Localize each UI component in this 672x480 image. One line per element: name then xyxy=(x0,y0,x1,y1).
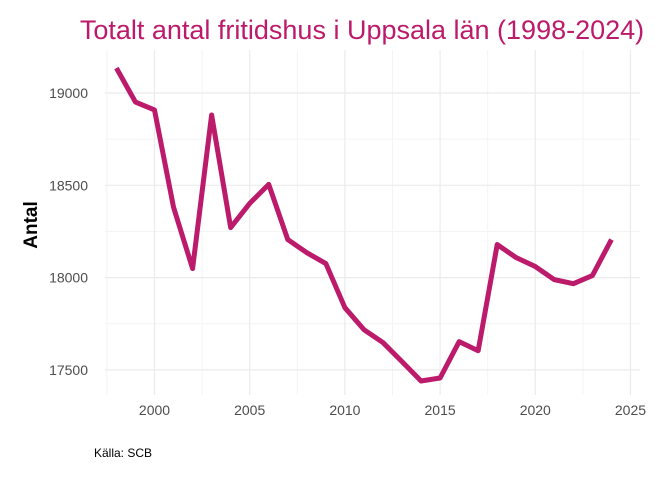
x-tick-label: 2015 xyxy=(425,402,456,418)
caption: Källa: SCB xyxy=(94,446,152,460)
series xyxy=(114,66,614,384)
y-axis-label: Antal xyxy=(21,201,42,249)
y-axis: 17500 18000 18500 19000 xyxy=(49,85,88,378)
x-tick-label: 2025 xyxy=(615,402,646,418)
x-tick-label: 2010 xyxy=(329,402,360,418)
x-tick-label: 2020 xyxy=(520,402,551,418)
x-tick-label: 2005 xyxy=(234,402,265,418)
chart-title: Totalt antal fritidshus i Uppsala län (1… xyxy=(80,15,644,45)
y-tick-label: 17500 xyxy=(49,362,88,378)
x-axis: 2000 2005 2010 2015 2020 2025 xyxy=(139,402,646,418)
x-tick-label: 2000 xyxy=(139,402,170,418)
grid xyxy=(105,50,640,395)
y-tick-label: 19000 xyxy=(49,85,88,101)
y-tick-label: 18000 xyxy=(49,270,88,286)
y-tick-label: 18500 xyxy=(49,177,88,193)
series-line xyxy=(114,66,614,384)
